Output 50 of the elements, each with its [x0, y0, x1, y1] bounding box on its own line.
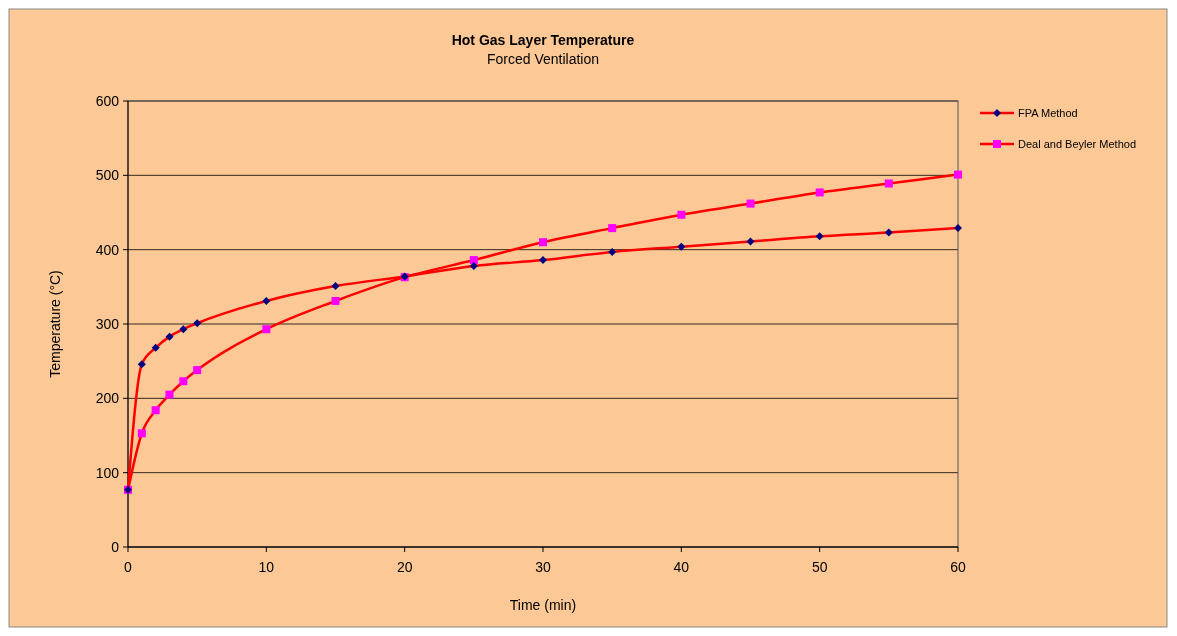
point: [677, 242, 686, 251]
point: [262, 325, 271, 334]
point: [815, 188, 824, 197]
x-tick-label: 10: [258, 559, 275, 575]
point: [469, 256, 478, 265]
point: [677, 210, 686, 219]
y-tick-label: 0: [111, 538, 120, 555]
point: [151, 406, 160, 415]
y-tick-label: 200: [95, 390, 120, 407]
x-tick-label: 40: [673, 559, 690, 575]
legend-label: Deal and Beyler Method: [1018, 137, 1137, 150]
y-tick-label: 100: [95, 464, 120, 481]
point: [884, 228, 893, 237]
x-tick-label: 60: [950, 559, 966, 575]
point: [151, 343, 160, 352]
point: [884, 179, 893, 188]
y-tick-label: 600: [95, 92, 120, 109]
x-axis-title: Time (min): [509, 597, 577, 613]
point: [137, 429, 146, 438]
point: [193, 366, 202, 375]
point: [954, 170, 962, 179]
point: [165, 390, 174, 399]
point: [179, 325, 188, 334]
point: [469, 262, 478, 271]
chart-subtitle: Forced Ventilation: [486, 51, 600, 67]
point: [539, 238, 547, 247]
x-tick-label: 0: [124, 559, 133, 575]
point: [608, 247, 617, 256]
point: [193, 319, 202, 328]
legend-label: FPA Method: [1018, 106, 1078, 119]
y-tick-label: 400: [95, 241, 120, 258]
point: [815, 232, 824, 241]
y-tick-label: 500: [95, 167, 120, 184]
point: [746, 237, 755, 246]
x-tick-label: 50: [811, 559, 828, 575]
point: [608, 224, 617, 233]
y-tick-label: 300: [95, 315, 120, 332]
point: [746, 199, 755, 208]
point: [539, 256, 547, 265]
point: [331, 296, 340, 305]
point: [262, 296, 271, 305]
x-tick-label: 20: [396, 559, 413, 575]
chart-title: Hot Gas Layer Temperature: [451, 32, 635, 48]
point: [179, 377, 188, 386]
x-tick-label: 30: [535, 559, 551, 575]
point: [165, 332, 174, 341]
point: [137, 360, 146, 369]
point: [331, 282, 340, 291]
point: [954, 224, 962, 233]
y-axis-title: Temperature (°C): [47, 270, 63, 378]
